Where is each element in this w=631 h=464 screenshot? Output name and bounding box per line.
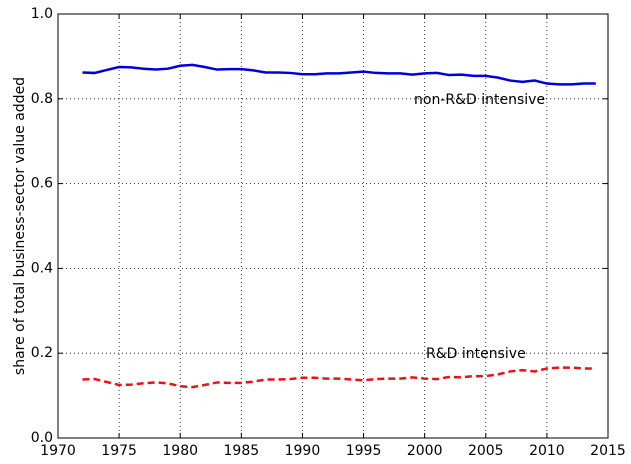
series-label: R&D intensive — [426, 346, 526, 362]
y-tick-label: 0.8 — [31, 91, 53, 107]
series-label: non-R&D intensive — [414, 92, 545, 108]
plot-frame — [57, 13, 609, 439]
x-tick-label: 2010 — [529, 443, 565, 459]
y-tick-label: 1.0 — [31, 6, 53, 22]
x-tick-label: 1990 — [285, 443, 321, 459]
y-tick-label: 0.4 — [31, 260, 53, 276]
x-tick-label: 2005 — [468, 443, 504, 459]
y-tick-label: 0.6 — [31, 176, 53, 192]
y-tick-label: 0.0 — [31, 430, 53, 446]
y-tick-label: 0.2 — [31, 345, 53, 361]
x-tick-label: 1980 — [162, 443, 198, 459]
x-tick-label: 1975 — [101, 443, 137, 459]
x-tick-label: 2015 — [590, 443, 626, 459]
x-tick-label: 1970 — [40, 443, 76, 459]
x-tick-label: 2000 — [407, 443, 443, 459]
x-tick-label: 1985 — [224, 443, 260, 459]
series-line — [82, 366, 596, 389]
series-line — [82, 63, 596, 86]
x-tick-label: 1995 — [346, 443, 382, 459]
y-axis-label: share of total business-sector value add… — [12, 77, 28, 375]
